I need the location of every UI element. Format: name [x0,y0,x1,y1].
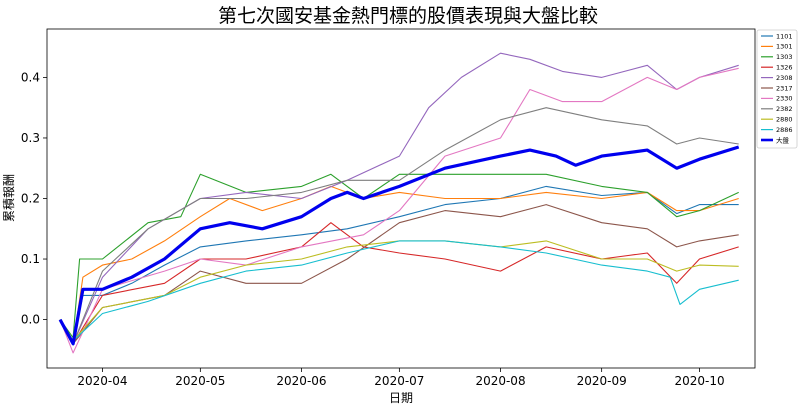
legend-box [756,29,798,149]
series-line-1101 [59,185,739,342]
legend-label: 1101 [776,32,793,40]
y-tick-label: 0.1 [21,252,40,266]
legend-label: 1326 [776,64,793,72]
series-line-2330 [59,67,739,354]
legend-label: 2308 [776,74,793,82]
x-axis-label: 日期 [389,391,413,405]
plot-area [46,28,756,369]
y-tick-label: 0.4 [21,70,40,84]
legend: 1101 1301 1303 1326 2308 2317 2330 2382 2880 2886… [756,29,798,149]
y-tick-label: 0.3 [21,131,40,145]
legend-label: 2330 [776,95,793,103]
y-axis-label: 累積報酬 [1,174,16,222]
x-tick-label: 2020-09 [577,374,627,388]
x-tick-label: 2020-04 [77,374,127,388]
y-tick-label: 0.0 [21,313,40,327]
series-line-2886 [59,240,739,342]
legend-label: 1303 [776,53,793,61]
x-tick-label: 2020-05 [175,374,225,388]
legend-label: 2880 [776,116,793,124]
legend-label: 2382 [776,105,793,113]
series-line-2308 [59,52,739,345]
series-lines [58,52,740,354]
x-tick-label: 2020-10 [674,374,724,388]
y-axis-ticks: 0.0 0.1 0.2 0.3 0.4 [21,70,47,327]
legend-label: 2317 [776,84,793,92]
series-line-2382 [59,107,739,345]
series-line-1326 [59,222,739,345]
y-tick-label: 0.2 [21,192,40,206]
legend-label: 1301 [776,43,793,51]
series-line-1303 [59,173,739,339]
x-tick-label: 2020-08 [475,374,525,388]
series-line-2317 [59,204,739,345]
x-tick-label: 2020-07 [374,374,424,388]
x-axis-ticks: 2020-04 2020-05 2020-06 2020-07 2020-08 2020-… [77,368,725,388]
series-line-大盤 [58,145,740,346]
chart-title: 第七次國安基金熱門標的股價表現與大盤比較 [218,5,598,27]
x-tick-label: 2020-06 [276,374,326,388]
series-line-2880 [59,240,739,342]
legend-label: 2886 [776,126,793,134]
legend-label: 大盤 [776,135,790,144]
